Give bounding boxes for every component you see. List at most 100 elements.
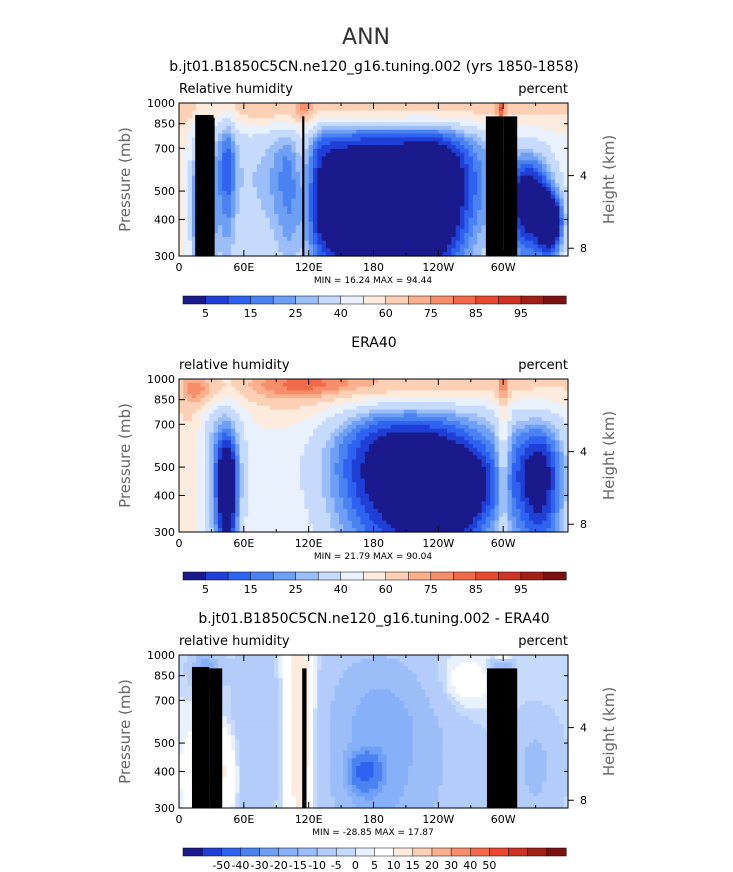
contour-cell: [217, 394, 223, 399]
contour-cell: [239, 152, 245, 158]
contour-cell: [477, 110, 483, 116]
colorbar-label: 85: [469, 307, 483, 320]
contour-cell: [455, 394, 461, 399]
contour-cell: [347, 125, 353, 131]
contour-cell: [386, 164, 392, 169]
contour-cell: [308, 213, 314, 219]
contour-cell: [274, 194, 280, 200]
contour-cell: [559, 221, 565, 226]
contour-cell: [222, 413, 228, 418]
contour-cell: [235, 183, 241, 188]
contour-cell: [364, 413, 370, 418]
contour-cell: [542, 421, 547, 426]
contour-cell: [382, 398, 388, 403]
contour-cell: [343, 164, 349, 169]
contour-cell: [434, 382, 439, 388]
contour-cell: [442, 171, 448, 177]
contour-cell: [421, 424, 426, 430]
contour-cell: [191, 103, 197, 108]
contour-cell: [477, 213, 483, 219]
contour-cell: [248, 171, 254, 177]
contour-cell: [187, 164, 193, 169]
contour-cell: [555, 379, 560, 384]
contour-cell: [274, 106, 280, 112]
contour-cell: [438, 417, 444, 422]
contour-cell: [312, 156, 318, 161]
contour-cell: [468, 390, 474, 395]
contour-cell: [179, 225, 184, 230]
contour-cell: [334, 409, 340, 415]
contour-cell: [537, 179, 543, 184]
contour-cell: [503, 379, 509, 384]
contour-cell: [386, 421, 392, 426]
contour-cell: [256, 198, 262, 204]
contour-cell: [369, 125, 375, 131]
contour-cell: [369, 401, 375, 407]
contour-cell: [226, 390, 232, 395]
contour-cell: [287, 179, 292, 184]
contour-cell: [226, 417, 232, 422]
contour-cell: [377, 413, 383, 418]
contour-cell: [278, 248, 284, 253]
contour-cell: [351, 194, 357, 200]
contour-cell: [438, 428, 444, 434]
contour-cell: [416, 409, 422, 415]
contour-cell: [386, 103, 392, 108]
contour-cell: [304, 229, 310, 234]
contour-cell: [222, 106, 228, 112]
units-label: percent: [518, 82, 568, 97]
contour-cell: [213, 225, 219, 230]
contour-cell: [321, 244, 327, 249]
contour-cell: [226, 114, 232, 119]
contour-cell: [490, 379, 496, 384]
contour-cell: [196, 379, 202, 384]
contour-cell: [269, 221, 275, 226]
contour-cell: [351, 244, 357, 249]
contour-cell: [438, 118, 444, 123]
contour-cell: [187, 225, 193, 230]
contour-cell: [261, 164, 267, 169]
contour-cell: [520, 210, 526, 215]
contour-cell: [261, 252, 267, 257]
contour-cell: [347, 225, 353, 230]
contour-cell: [438, 421, 444, 426]
contour-cell: [550, 413, 556, 418]
contour-cell: [559, 244, 565, 249]
contour-cell: [550, 118, 556, 123]
contour-cell: [464, 160, 470, 165]
contour-cell: [282, 190, 288, 196]
contour-cell: [377, 133, 383, 139]
contour-cell: [390, 148, 396, 154]
contour-cell: [542, 217, 547, 223]
contour-cell: [438, 382, 444, 388]
contour-cell: [226, 118, 232, 123]
figure-title: ANN: [342, 25, 390, 50]
contour-cell: [412, 118, 418, 123]
contour-cell: [217, 213, 223, 219]
contour-cell: [533, 424, 539, 430]
contour-cell: [243, 164, 249, 169]
contour-cell: [503, 409, 509, 415]
contour-cell: [369, 394, 375, 399]
contour-cell: [196, 417, 202, 422]
contour-cell: [226, 233, 232, 238]
contour-cell: [550, 248, 556, 253]
contour-cell: [459, 405, 465, 411]
contour-cell: [325, 148, 331, 154]
contour-cell: [243, 129, 249, 135]
contour-cell: [239, 168, 245, 173]
contour-cell: [295, 160, 301, 165]
contour-cell: [520, 137, 526, 142]
contour-cell: [256, 225, 262, 230]
contour-cell: [459, 145, 465, 150]
contour-cell: [421, 179, 426, 184]
contour-cell: [425, 405, 431, 411]
contour-cell: [261, 424, 267, 430]
contour-cell: [377, 160, 383, 165]
contour-cell: [459, 160, 465, 165]
contour-cell: [403, 148, 409, 154]
contour-cell: [274, 114, 280, 119]
contour-cell: [334, 118, 340, 123]
contour-cell: [312, 401, 318, 407]
contour-cell: [191, 198, 197, 204]
